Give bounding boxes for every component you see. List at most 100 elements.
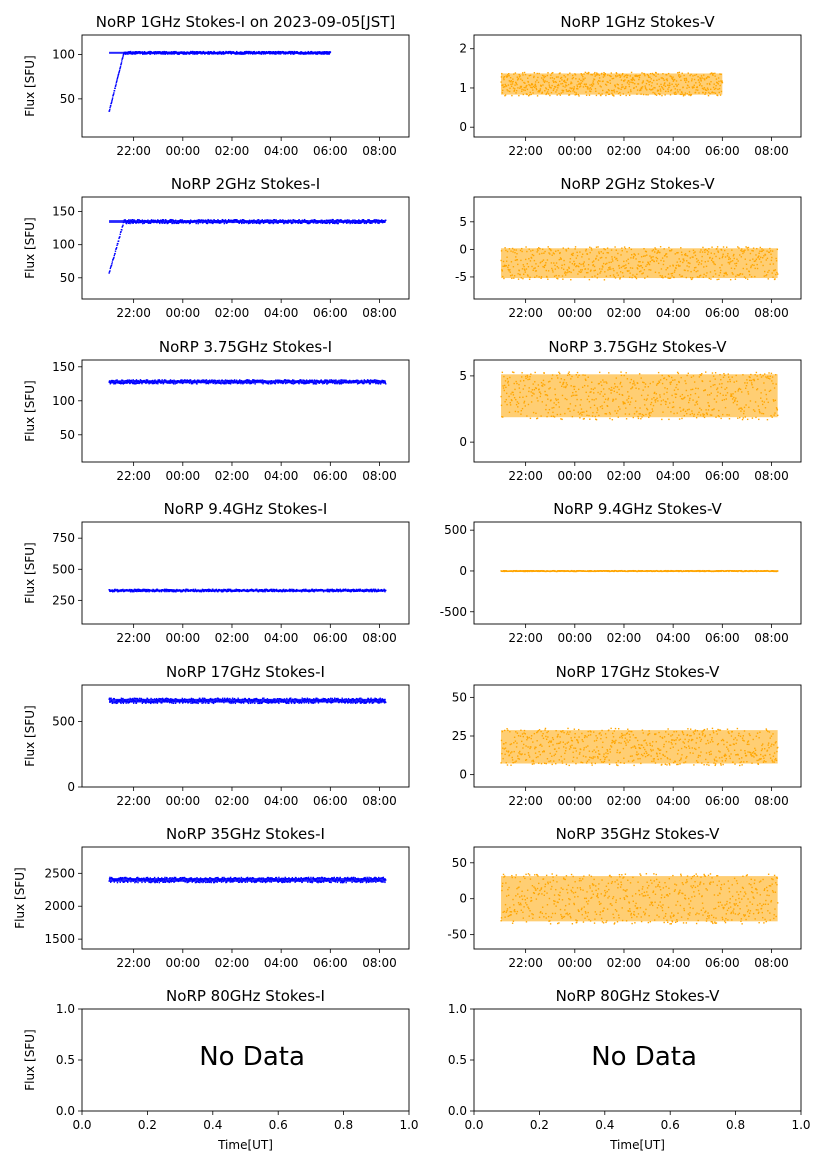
data-point bbox=[378, 222, 380, 225]
data-point bbox=[348, 219, 350, 221]
data-point bbox=[148, 591, 150, 593]
x-tick-label: 06:00 bbox=[705, 469, 740, 483]
data-point bbox=[302, 379, 304, 381]
data-point bbox=[180, 379, 182, 381]
data-point bbox=[181, 379, 183, 381]
data-point bbox=[194, 588, 197, 591]
data-point bbox=[110, 266, 112, 268]
data-point bbox=[513, 371, 515, 374]
data-point bbox=[568, 94, 571, 96]
data-point bbox=[220, 53, 223, 55]
data-point bbox=[533, 72, 536, 74]
data-point bbox=[158, 590, 161, 593]
data-point bbox=[248, 222, 250, 224]
data-point bbox=[676, 371, 679, 374]
data-point bbox=[196, 383, 198, 385]
axes-frame bbox=[81, 34, 410, 138]
data-point bbox=[620, 371, 622, 373]
x-tick-label: 04:00 bbox=[656, 469, 691, 483]
data-point bbox=[149, 222, 152, 224]
data-point bbox=[223, 588, 225, 591]
data-point bbox=[109, 270, 111, 272]
data-point bbox=[365, 222, 368, 225]
data-point bbox=[212, 382, 214, 385]
data-point bbox=[171, 222, 174, 224]
data-point bbox=[588, 94, 591, 96]
y-tick-label: 0 bbox=[459, 435, 467, 449]
data-point bbox=[640, 417, 642, 420]
data-point bbox=[121, 60, 123, 62]
data-point bbox=[747, 246, 750, 249]
data-point bbox=[722, 246, 725, 248]
data-point bbox=[377, 382, 380, 385]
data-point bbox=[111, 98, 114, 101]
data-point bbox=[336, 222, 339, 225]
axes-frame bbox=[81, 196, 410, 300]
data-point bbox=[325, 222, 327, 224]
data-point bbox=[226, 588, 229, 591]
data-point bbox=[596, 72, 598, 74]
data-point bbox=[174, 383, 176, 385]
data-point bbox=[327, 588, 329, 591]
axes-frame bbox=[473, 196, 802, 300]
data-point bbox=[371, 222, 373, 224]
data-point bbox=[277, 50, 280, 53]
data-point bbox=[201, 219, 203, 221]
data-point bbox=[648, 416, 650, 419]
x-tick-label: 08:00 bbox=[754, 306, 789, 320]
data-point bbox=[249, 222, 251, 224]
data-point bbox=[284, 590, 286, 593]
data-point bbox=[134, 53, 136, 55]
data-point bbox=[137, 51, 140, 53]
data-point bbox=[145, 382, 147, 385]
data-point bbox=[304, 53, 306, 55]
panel-1ghz-v: NoRP 1GHz Stokes-V22:00 00:00 02:00 04:00 06… bbox=[459, 13, 802, 158]
data-point bbox=[342, 222, 345, 224]
data-point bbox=[143, 222, 146, 224]
data-point bbox=[746, 247, 748, 249]
data-point bbox=[610, 72, 613, 74]
data-point bbox=[130, 219, 132, 221]
data-point bbox=[165, 379, 167, 382]
x-tick-label: 06:00 bbox=[313, 631, 348, 645]
data-point bbox=[229, 588, 232, 591]
data-point bbox=[241, 222, 243, 225]
data-point bbox=[322, 383, 324, 385]
data-point bbox=[112, 591, 114, 593]
data-point bbox=[654, 247, 656, 249]
data-point bbox=[337, 219, 339, 221]
data-point bbox=[292, 588, 295, 591]
data-point bbox=[115, 84, 117, 87]
data-point bbox=[235, 53, 237, 55]
y-axis-label: Flux [SFU] bbox=[23, 55, 37, 116]
y-tick-label: 500 bbox=[52, 562, 75, 576]
data-point bbox=[154, 53, 156, 55]
data-point bbox=[135, 379, 138, 381]
data-point bbox=[647, 94, 649, 96]
data-point bbox=[184, 379, 186, 381]
data-point bbox=[252, 51, 255, 53]
data-point bbox=[326, 590, 329, 593]
data-point bbox=[744, 277, 747, 279]
data-point bbox=[288, 50, 290, 53]
data-point bbox=[184, 590, 187, 593]
data-point bbox=[358, 222, 360, 224]
data-point bbox=[362, 219, 365, 221]
x-tick-label: 04:00 bbox=[264, 306, 299, 320]
data-point bbox=[113, 254, 115, 257]
data-point bbox=[603, 71, 605, 74]
data-point bbox=[746, 278, 749, 280]
data-point bbox=[307, 53, 310, 55]
data-point bbox=[678, 71, 681, 74]
x-tick-label: 06:00 bbox=[313, 469, 348, 483]
data-point bbox=[145, 590, 147, 593]
data-series bbox=[500, 246, 779, 281]
data-point bbox=[373, 379, 375, 381]
data-point bbox=[349, 222, 351, 225]
data-point bbox=[111, 97, 114, 99]
data-point bbox=[569, 72, 571, 74]
data-point bbox=[108, 271, 111, 273]
data-point bbox=[742, 417, 745, 419]
data-point bbox=[293, 50, 296, 53]
data-point bbox=[301, 222, 303, 224]
